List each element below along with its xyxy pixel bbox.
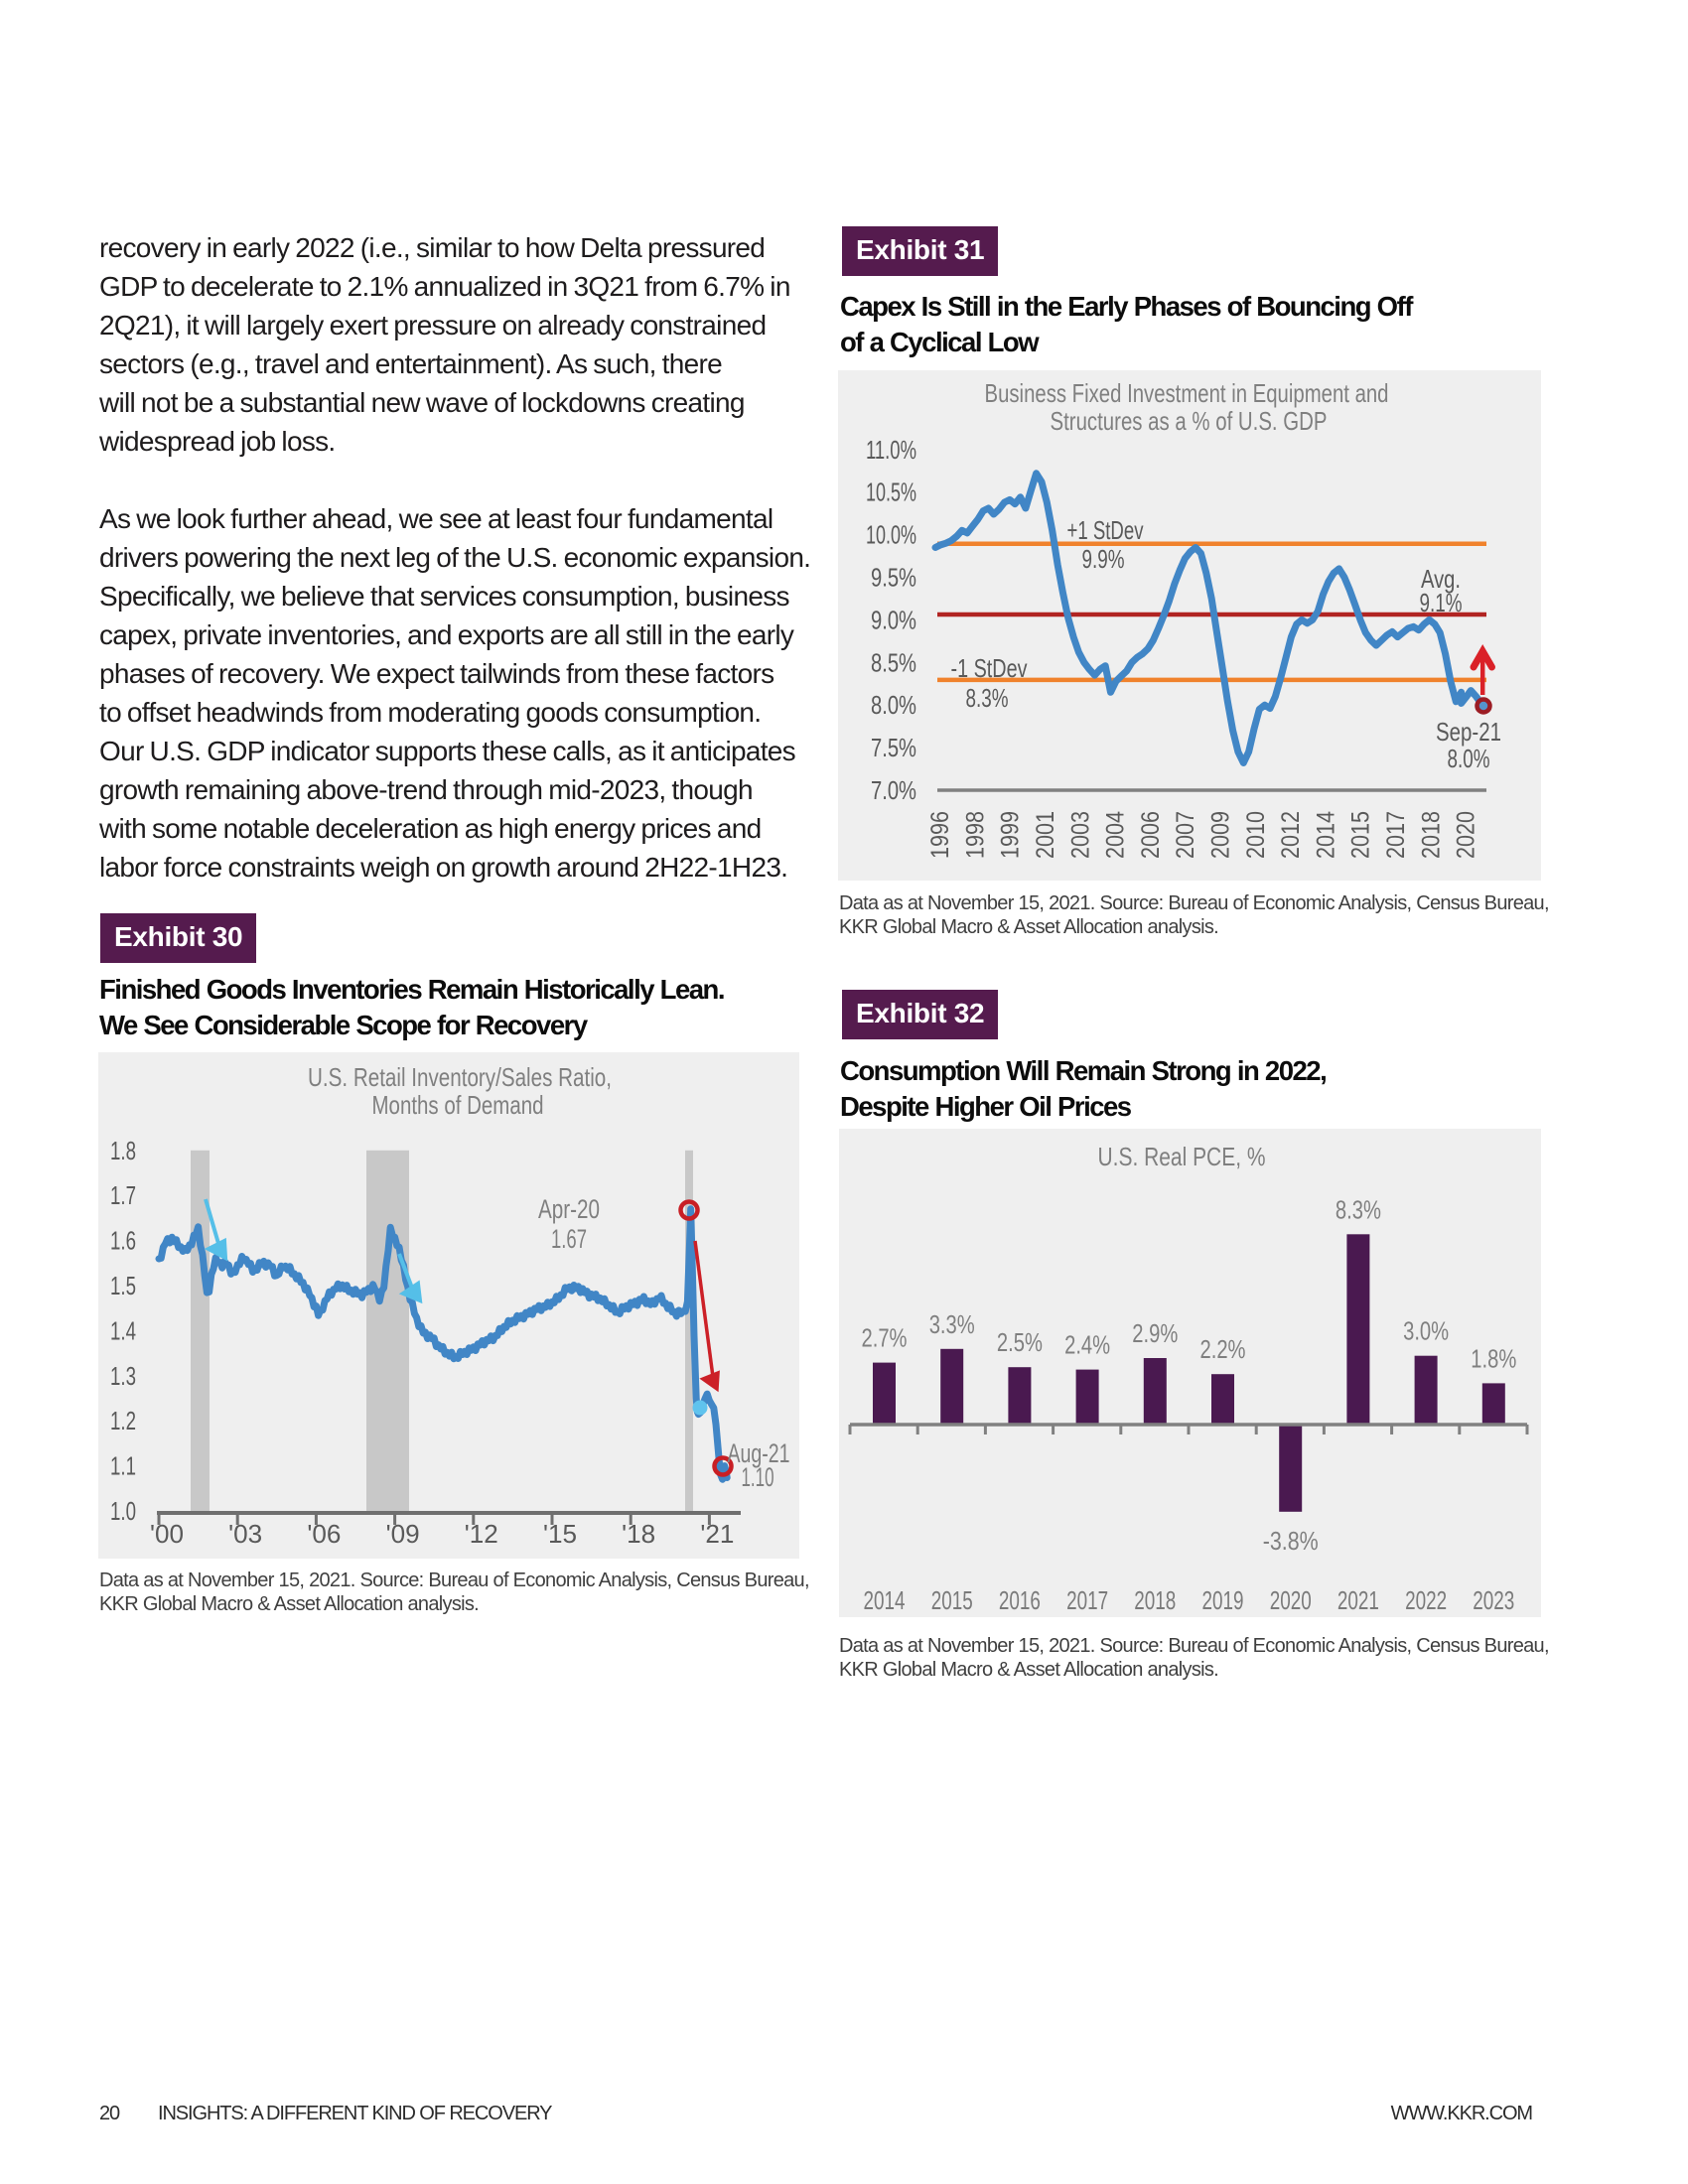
svg-text:'18: '18 [622, 1519, 655, 1549]
svg-text:2022: 2022 [1405, 1585, 1447, 1615]
svg-text:7.5%: 7.5% [871, 733, 916, 762]
svg-text:-1 StDev: -1 StDev [951, 653, 1028, 683]
svg-text:1.6: 1.6 [110, 1226, 136, 1256]
svg-text:1.8: 1.8 [110, 1136, 136, 1165]
svg-text:1.7: 1.7 [110, 1180, 136, 1210]
svg-text:9.5%: 9.5% [871, 563, 916, 593]
svg-text:2019: 2019 [1202, 1585, 1244, 1615]
svg-text:1.5: 1.5 [110, 1271, 136, 1300]
svg-text:Apr-20: Apr-20 [538, 1194, 600, 1224]
svg-text:1.4: 1.4 [110, 1315, 136, 1345]
svg-text:1.1: 1.1 [110, 1451, 136, 1481]
svg-text:2017: 2017 [1066, 1585, 1108, 1615]
svg-text:8.5%: 8.5% [871, 647, 916, 677]
svg-text:1.0: 1.0 [110, 1496, 136, 1526]
svg-text:Sep-21: Sep-21 [1436, 717, 1501, 747]
svg-text:'03: '03 [228, 1519, 262, 1549]
svg-text:2010: 2010 [1242, 811, 1270, 859]
svg-text:11.0%: 11.0% [866, 435, 916, 465]
svg-text:8.0%: 8.0% [871, 690, 916, 720]
svg-text:1.8%: 1.8% [1471, 1343, 1516, 1373]
svg-text:9.9%: 9.9% [1082, 544, 1125, 574]
svg-text:'06: '06 [307, 1519, 341, 1549]
svg-text:-3.8%: -3.8% [1263, 1526, 1319, 1556]
svg-text:2021: 2021 [1337, 1585, 1379, 1615]
svg-text:Avg.: Avg. [1421, 564, 1461, 594]
svg-text:10.0%: 10.0% [866, 520, 916, 550]
svg-text:Business Fixed Investment in E: Business Fixed Investment in Equipment a… [985, 378, 1389, 408]
svg-text:2014: 2014 [864, 1585, 906, 1615]
svg-text:7.0%: 7.0% [871, 775, 916, 805]
svg-text:2003: 2003 [1066, 811, 1094, 859]
svg-text:2007: 2007 [1172, 811, 1199, 859]
svg-text:9.0%: 9.0% [871, 605, 916, 634]
svg-text:2009: 2009 [1207, 811, 1235, 859]
svg-text:2015: 2015 [1347, 811, 1375, 859]
svg-text:2020: 2020 [1453, 811, 1480, 859]
svg-text:'12: '12 [465, 1519, 498, 1549]
svg-text:'21: '21 [700, 1519, 734, 1549]
svg-text:1.2: 1.2 [110, 1406, 136, 1435]
svg-text:2018: 2018 [1134, 1585, 1176, 1615]
svg-text:2014: 2014 [1312, 811, 1339, 859]
svg-text:+1 StDev: +1 StDev [1067, 515, 1144, 545]
svg-text:2015: 2015 [931, 1585, 973, 1615]
svg-text:'15: '15 [543, 1519, 577, 1549]
svg-text:2020: 2020 [1270, 1585, 1312, 1615]
svg-text:2016: 2016 [999, 1585, 1041, 1615]
svg-text:2012: 2012 [1277, 811, 1305, 859]
svg-text:8.3%: 8.3% [966, 683, 1009, 713]
svg-text:2004: 2004 [1102, 811, 1130, 859]
svg-text:2001: 2001 [1032, 811, 1059, 859]
svg-text:3.0%: 3.0% [1403, 1316, 1449, 1346]
svg-text:2023: 2023 [1473, 1585, 1514, 1615]
svg-text:'09: '09 [386, 1519, 420, 1549]
svg-text:1999: 1999 [997, 811, 1025, 859]
svg-text:2.9%: 2.9% [1132, 1318, 1178, 1348]
svg-text:U.S. Retail Inventory/Sales Ra: U.S. Retail Inventory/Sales Ratio, [308, 1062, 612, 1092]
svg-text:2.7%: 2.7% [862, 1323, 908, 1353]
svg-text:2.4%: 2.4% [1064, 1330, 1110, 1360]
svg-text:Months of Demand: Months of Demand [372, 1090, 544, 1120]
svg-text:1.3: 1.3 [110, 1361, 136, 1391]
svg-text:'00: '00 [150, 1519, 184, 1549]
svg-text:1996: 1996 [926, 811, 954, 859]
svg-text:1.10: 1.10 [742, 1462, 774, 1492]
svg-text:2.5%: 2.5% [997, 1327, 1043, 1357]
svg-text:1.67: 1.67 [551, 1224, 587, 1254]
svg-text:U.S. Real PCE, %: U.S. Real PCE, % [1098, 1142, 1266, 1171]
svg-text:1998: 1998 [961, 811, 989, 859]
svg-text:3.3%: 3.3% [929, 1309, 975, 1339]
svg-text:2018: 2018 [1417, 811, 1445, 859]
svg-text:2017: 2017 [1382, 811, 1410, 859]
svg-text:Aug-21: Aug-21 [728, 1438, 790, 1468]
svg-text:10.5%: 10.5% [866, 478, 916, 507]
svg-text:2.2%: 2.2% [1200, 1334, 1246, 1364]
svg-text:8.3%: 8.3% [1336, 1194, 1381, 1224]
svg-text:2006: 2006 [1137, 811, 1165, 859]
svg-text:9.1%: 9.1% [1420, 588, 1463, 617]
svg-text:Structures as a % of U.S. GDP: Structures as a % of U.S. GDP [1051, 406, 1328, 436]
svg-text:8.0%: 8.0% [1448, 744, 1490, 773]
